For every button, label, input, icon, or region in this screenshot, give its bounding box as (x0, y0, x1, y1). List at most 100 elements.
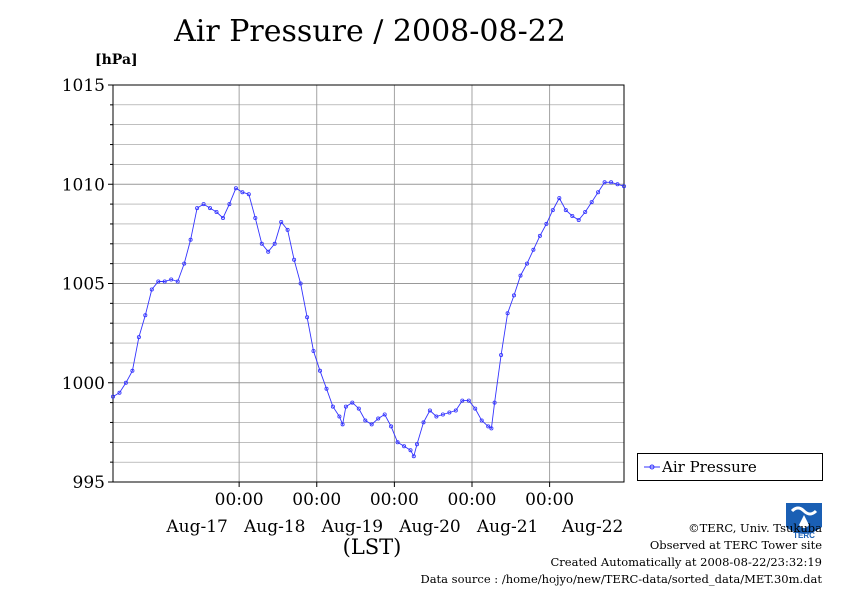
data-point (136, 335, 141, 340)
logo-text: TERC (793, 531, 815, 540)
data-point (363, 418, 368, 423)
y-tick-label: 1005 (62, 275, 105, 295)
data-point (427, 408, 432, 413)
data-point (337, 414, 342, 419)
data-point (492, 400, 497, 405)
x-tick-time: 00:00 (292, 490, 341, 510)
data-point (486, 424, 491, 429)
data-point (340, 422, 345, 427)
x-tick-date: Aug-21 (476, 517, 538, 537)
data-point (188, 237, 193, 242)
data-point (576, 217, 581, 222)
terc-logo-icon: TERC (786, 503, 822, 540)
data-point (489, 426, 494, 431)
data-point (402, 444, 407, 449)
x-tick-time: 00:00 (525, 490, 574, 510)
y-tick-label: 995 (73, 473, 105, 493)
x-axis-label: (LST) (342, 535, 402, 559)
y-tick-label: 1015 (62, 76, 105, 96)
y-tick-label: 1010 (62, 175, 105, 195)
credit-copyright: ©TERC, Univ. Tsukuba (688, 521, 822, 535)
chart-title: Air Pressure / 2008-08-22 (174, 14, 566, 49)
data-point (479, 418, 484, 423)
data-point (466, 398, 471, 403)
data-point (356, 406, 361, 411)
data-point (285, 227, 290, 232)
data-point (505, 311, 510, 316)
data-point (311, 348, 316, 353)
data-point (169, 277, 174, 282)
data-point (376, 416, 381, 421)
series-air-pressure (111, 180, 627, 459)
data-point (447, 410, 452, 415)
data-point (266, 249, 271, 254)
data-point (389, 424, 394, 429)
x-tick-date: Aug-18 (243, 517, 305, 537)
data-point (550, 208, 555, 213)
data-point (473, 406, 478, 411)
data-point (214, 209, 219, 214)
data-point (330, 404, 335, 409)
data-point (350, 400, 355, 405)
data-point (408, 448, 413, 453)
data-point (149, 287, 154, 292)
data-point (272, 241, 277, 246)
x-tick-time: 00:00 (447, 490, 496, 510)
data-point (156, 279, 161, 284)
credit-created: Created Automatically at 2008-08-22/23:3… (550, 555, 823, 569)
data-point (622, 184, 627, 189)
legend: Air Pressure (637, 453, 823, 481)
x-tick-date: Aug-20 (398, 517, 460, 537)
data-point (240, 190, 245, 195)
data-point (537, 233, 542, 238)
data-point (382, 412, 387, 417)
data-point (499, 352, 504, 357)
credit-source: Data source : /home/hojyo/new/TERC-data/… (420, 572, 822, 586)
legend-label: Air Pressure (662, 458, 757, 476)
y-tick-label: 1000 (62, 374, 105, 394)
data-point (317, 368, 322, 373)
x-tick-date: Aug-17 (165, 517, 227, 537)
data-point (343, 404, 348, 409)
data-point (596, 190, 601, 195)
data-point (130, 368, 135, 373)
data-point (369, 422, 374, 427)
series-line (112, 181, 625, 458)
credit-site: Observed at TERC Tower site (649, 538, 822, 552)
data-point (195, 206, 200, 211)
data-point (162, 279, 167, 284)
data-point (253, 215, 258, 220)
data-point (175, 279, 180, 284)
data-point (143, 313, 148, 318)
data-point (117, 390, 122, 395)
data-point (544, 221, 549, 226)
y-axis-label: [hPa] (95, 52, 138, 68)
data-point (557, 196, 562, 201)
data-point (201, 202, 206, 207)
data-point (531, 247, 536, 252)
data-point (220, 215, 225, 220)
data-point (512, 293, 517, 298)
data-point (583, 209, 588, 214)
data-point (292, 257, 297, 262)
data-point (440, 412, 445, 417)
axes (108, 84, 625, 487)
data-point (111, 394, 116, 399)
data-point (414, 442, 419, 447)
x-tick-time: 00:00 (370, 490, 419, 510)
data-point (460, 398, 465, 403)
data-point (525, 261, 530, 266)
x-tick-labels: 00:00 Aug-17 00:00 Aug-18 00:00 Aug-19 00:00 Au… (165, 490, 623, 537)
x-tick-time: 00:00 (215, 490, 264, 510)
data-point (305, 315, 310, 320)
data-point (434, 414, 439, 419)
data-point (411, 454, 416, 459)
data-point (279, 219, 284, 224)
data-point (298, 281, 303, 286)
data-point (123, 380, 128, 385)
data-point (453, 408, 458, 413)
data-point (563, 208, 568, 213)
data-point (602, 180, 607, 185)
data-point (233, 186, 238, 191)
data-point (324, 386, 329, 391)
